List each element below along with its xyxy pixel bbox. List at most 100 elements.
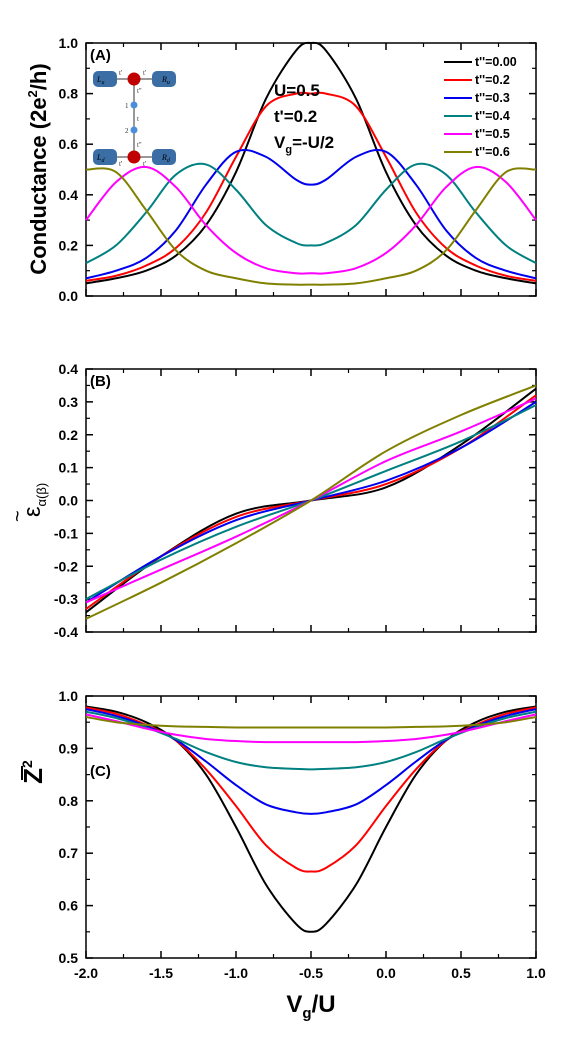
series-line-t0-4 (85, 710, 537, 771)
inset-tp-bottom-right: t' (143, 160, 146, 168)
x-tick-label: 0.5 (451, 965, 471, 981)
inset-lead-rd (152, 149, 176, 165)
annotation-vg-main: V (274, 133, 286, 152)
inset-lead-ld (93, 149, 117, 165)
y-tick-label: 1.0 (59, 35, 79, 51)
inset-site-2-label: 2 (125, 127, 129, 135)
y-tick-label: 0.6 (59, 898, 79, 914)
panel-c-ylabel-z: Z (18, 768, 48, 784)
inset-site-1-label: 1 (125, 102, 129, 110)
inset-label-rd-main: R (161, 153, 167, 162)
x-axis-label-sub: g (302, 1005, 311, 1022)
series-line-t0-6 (85, 384, 537, 620)
panel-c-frame (85, 695, 537, 959)
x-tick-label: -1.5 (149, 965, 173, 981)
y-tick-label: 0.1 (59, 460, 79, 476)
panel-b-ylabel: εα(β) ~ (7, 483, 49, 522)
y-tick-label: 0.0 (59, 288, 79, 304)
panel-a-label: (A) (90, 47, 111, 64)
series-line-t0-2 (85, 706, 537, 873)
x-axis-label: Vg/U (286, 991, 335, 1022)
y-tick-label: -0.1 (54, 525, 78, 541)
inset-label-rd-sub: d (167, 158, 171, 164)
y-tick-label: 0.5 (59, 950, 79, 966)
series-line-t0-4 (85, 162, 537, 264)
series-line-t0-4 (85, 404, 537, 601)
inset-label-ld-sub: d (101, 158, 105, 164)
panel-b-ylabel-sub: α(β) (34, 483, 49, 507)
panel-a-series (85, 41, 537, 286)
inset-tpp-bottom: t'' (137, 141, 141, 149)
y-tick-label: 0.9 (59, 740, 79, 756)
panel-a-ylabel-sup: 2 (25, 90, 40, 97)
inset-label-ld: Ld (96, 153, 105, 164)
series-line-t0-2 (85, 91, 537, 282)
y-tick-label: -0.4 (54, 624, 78, 640)
inset-label-lu-sub: u (101, 80, 104, 86)
x-tick-label: -2.0 (74, 965, 98, 981)
legend-entry: t''=0.2 (475, 73, 510, 87)
x-axis-label-v: V (286, 991, 302, 1018)
panel-a-ticks: 0.0 0.2 0.4 0.6 0.8 1.0 (59, 35, 537, 304)
panel-c: -2.0 -1.5 -1.0 -0.5 0.0 0.5 1.0 0.5 0.6 0.7 0.8 0.9… (18, 688, 546, 981)
legend-entry: t''=0.00 (475, 55, 517, 69)
panel-b-ylabel-symbol: εα(β) (19, 483, 49, 517)
inset-site-1 (130, 101, 138, 109)
annotation-vg-rest: =-U/2 (292, 133, 334, 152)
y-tick-label: 0.3 (59, 394, 79, 410)
y-tick-label: 0.2 (59, 237, 79, 253)
panel-a-ylabel-main: Conductance (2e (26, 97, 51, 274)
annotation-vg-sub: g (285, 144, 292, 156)
legend-entry: t''=0.4 (475, 109, 510, 123)
panel-a-ylabel: Conductance (2e2/h) (25, 63, 51, 274)
panel-a: 0.0 0.2 0.4 0.6 0.8 1.0 (A) Conductance (2e2/… (25, 35, 537, 304)
x-tick-label: 0.0 (376, 965, 396, 981)
inset-label-ru: Ru (161, 75, 170, 86)
y-tick-label: 0.2 (59, 427, 79, 443)
inset-label-rd: Rd (161, 153, 171, 164)
inset-dot-bottom (127, 150, 141, 164)
series-line-t0-6 (85, 715, 537, 729)
inset-tp-bottom-left: t' (119, 160, 122, 168)
y-tick-label: 0.4 (59, 361, 79, 377)
panel-c-ylabel-text: Z2 (18, 760, 48, 784)
y-tick-label: 0.4 (59, 187, 79, 203)
legend-entry: t''=0.3 (475, 91, 510, 105)
panel-b-series (85, 384, 537, 620)
series-line-t0-00 (85, 705, 537, 933)
legend-entry: t''=0.5 (475, 127, 510, 141)
inset-label-ld-main: L (96, 153, 102, 162)
inset-t-middle: t (137, 115, 139, 123)
annotation-vg: Vg=-U/2 (274, 133, 334, 156)
inset-lead-ru (152, 71, 176, 87)
y-tick-label: 0.8 (59, 86, 79, 102)
panel-c-ylabel: Z2 (18, 760, 48, 784)
series-line-t0-5 (85, 713, 537, 744)
inset-dot-top (127, 72, 141, 86)
legend-entry: t''=0.6 (475, 145, 510, 159)
panel-c-ticks: -2.0 -1.5 -1.0 -0.5 0.0 0.5 1.0 0.5 0.6 0.7 0.8 0.9… (59, 688, 546, 981)
panel-c-series (85, 705, 537, 933)
inset-tpp-top: t'' (137, 87, 141, 95)
inset-lead-lu (93, 71, 117, 87)
series-line-t0-6 (85, 167, 537, 286)
legend: t''=0.00 t''=0.2 t''=0.3 t''=0.4 t''=0.5 t''=… (444, 55, 517, 159)
inset-site-2 (130, 126, 138, 134)
panel-b: -0.4 -0.3 -0.2 -0.1 0.0 0.1 0.2 0.3 0.4 (B) εα(β… (7, 361, 537, 640)
series-line-t0-00 (85, 41, 537, 285)
inset-tp-top-left: t' (119, 69, 122, 77)
panel-b-label: (B) (90, 373, 111, 390)
y-tick-label: 0.6 (59, 136, 79, 152)
panel-c-ylabel-sup: 2 (19, 760, 35, 768)
x-axis-label-rest: /U (312, 991, 336, 1018)
annotation-tprime: t'=0.2 (274, 107, 317, 126)
y-tick-label: -0.3 (54, 591, 78, 607)
panel-b-ylabel-eps: ε (19, 506, 46, 517)
inset-tp-top-right: t' (143, 69, 146, 77)
series-line-t0-5 (85, 165, 537, 275)
annotation-u: U=0.5 (274, 81, 320, 100)
inset-schematic: Lu Ru Ld Rd t' t' t' t' t'' t'' t 1 2 (93, 69, 176, 168)
y-tick-label: 0.7 (59, 845, 79, 861)
inset-label-ru-main: R (161, 75, 167, 84)
